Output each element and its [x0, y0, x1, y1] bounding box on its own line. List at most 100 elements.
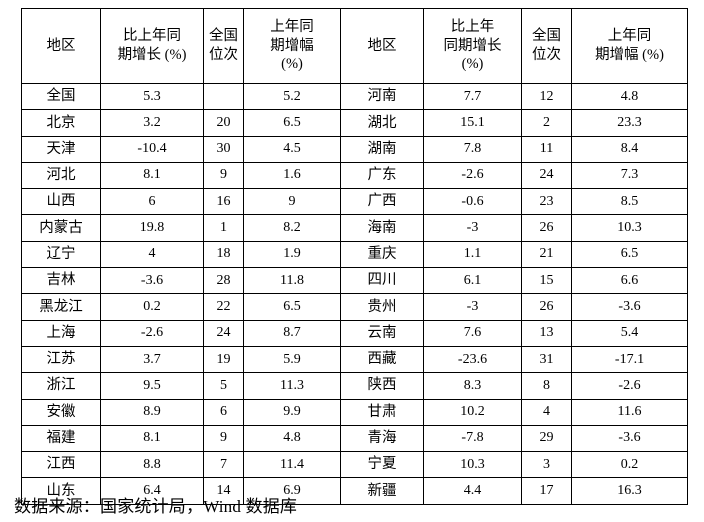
cell-region-left: 浙江	[21, 372, 101, 400]
cell-rank-left	[203, 82, 244, 111]
cell-region-left: 黑龙江	[21, 293, 101, 321]
cell-growth-left: 8.9	[100, 398, 204, 426]
table-row: 福建 8.1 9 4.8 青海 -7.8 29 -3.6	[21, 424, 688, 453]
table-row: 浙江 9.5 5 11.3 陕西 8.3 8 -2.6	[21, 372, 688, 400]
cell-growth-left: -10.4	[100, 135, 204, 163]
cell-growth-right: -3	[423, 293, 522, 321]
cell-region-right: 湖北	[340, 109, 424, 137]
regional-growth-table: 地区 比上年同 期增长 (%) 全国 位次 上年同 期增幅 (%) 地区	[21, 8, 688, 505]
cell-rank-left: 6	[203, 398, 244, 426]
cell-rank-left: 30	[203, 135, 244, 163]
cell-growth-right: 10.3	[423, 451, 522, 479]
cell-region-right: 四川	[340, 267, 424, 295]
header-growth-right-line-3: (%)	[461, 56, 484, 73]
header-growth-right-line-1: 比上年	[450, 18, 495, 35]
cell-growth-right: -3	[423, 214, 522, 242]
cell-region-right: 云南	[340, 319, 424, 347]
table-row: 内蒙古 19.8 1 8.2 海南 -3 26 10.3	[21, 214, 688, 242]
cell-rank-right: 29	[521, 424, 572, 453]
table-row: 山西 6 16 9 广西 -0.6 23 8.5	[21, 188, 688, 216]
cell-prev-right: -3.6	[571, 293, 688, 321]
table-header: 地区 比上年同 期增长 (%) 全国 位次 上年同 期增幅 (%) 地区	[21, 8, 688, 84]
cell-prev-left: 5.2	[243, 82, 341, 111]
cell-rank-right: 15	[521, 267, 572, 295]
cell-rank-left: 19	[203, 345, 244, 374]
cell-region-right: 海南	[340, 214, 424, 242]
cell-prev-left: 8.7	[243, 319, 341, 347]
cell-growth-right: 7.6	[423, 319, 522, 347]
header-rank-left-line-2: 位次	[209, 47, 238, 63]
cell-region-left: 河北	[21, 161, 101, 190]
cell-rank-right: 17	[521, 477, 572, 505]
cell-rank-left: 24	[203, 319, 244, 347]
cell-prev-left: 9.9	[243, 398, 341, 426]
cell-growth-right: 6.1	[423, 267, 522, 295]
header-region-left: 地区	[21, 8, 101, 84]
cell-prev-left: 6.5	[243, 109, 341, 137]
cell-growth-left: 5.3	[100, 82, 204, 111]
cell-prev-right: 7.3	[571, 161, 688, 190]
cell-region-left: 山东	[21, 477, 101, 505]
cell-prev-left: 1.6	[243, 161, 341, 190]
cell-region-right: 陕西	[340, 372, 424, 400]
table-row: 安徽 8.9 6 9.9 甘肃 10.2 4 11.6	[21, 398, 688, 426]
cell-prev-left: 11.3	[243, 372, 341, 400]
cell-prev-right: 4.8	[571, 82, 688, 111]
cell-prev-left: 5.9	[243, 345, 341, 374]
cell-region-left: 吉林	[21, 267, 101, 295]
cell-region-right: 湖南	[340, 135, 424, 163]
header-growth-left-line-2: 期增长 (%)	[117, 47, 187, 63]
cell-rank-left: 22	[203, 293, 244, 321]
cell-rank-left: 7	[203, 451, 244, 479]
cell-rank-right: 3	[521, 451, 572, 479]
cell-region-right: 贵州	[340, 293, 424, 321]
cell-growth-left: 19.8	[100, 214, 204, 242]
cell-region-right: 广东	[340, 161, 424, 190]
cell-rank-right: 8	[521, 372, 572, 400]
header-region-right-line-1: 地区	[367, 37, 397, 54]
header-prev-left-line-1: 上年同	[270, 18, 314, 35]
cell-growth-left: 8.1	[100, 424, 204, 453]
cell-prev-right: 8.5	[571, 188, 688, 216]
header-growth-right-line-2: 同期增长	[443, 37, 502, 54]
table-row: 河北 8.1 9 1.6 广东 -2.6 24 7.3	[21, 161, 688, 190]
header-region-left-line-1: 地区	[46, 37, 76, 54]
cell-prev-right: -3.6	[571, 424, 688, 453]
cell-growth-right: 4.4	[423, 477, 522, 505]
cell-growth-left: 0.2	[100, 293, 204, 321]
cell-growth-left: 4	[100, 240, 204, 269]
cell-region-left: 福建	[21, 424, 101, 453]
cell-prev-right: 23.3	[571, 109, 688, 137]
cell-rank-left: 5	[203, 372, 244, 400]
cell-prev-left: 11.4	[243, 451, 341, 479]
cell-growth-left: -3.6	[100, 267, 204, 295]
table-row: 全国 5.3 5.2 河南 7.7 12 4.8	[21, 82, 688, 111]
cell-rank-left: 9	[203, 161, 244, 190]
header-prev-left-line-3: (%)	[281, 56, 303, 73]
cell-rank-left: 16	[203, 188, 244, 216]
cell-prev-right: 8.4	[571, 135, 688, 163]
cell-prev-right: -17.1	[571, 345, 688, 374]
cell-region-left: 江苏	[21, 345, 101, 374]
cell-rank-right: 26	[521, 293, 572, 321]
table-row: 吉林 -3.6 28 11.8 四川 6.1 15 6.6	[21, 267, 688, 295]
cell-growth-right: 1.1	[423, 240, 522, 269]
header-rank-left-line-1: 全国	[209, 28, 238, 45]
cell-prev-right: 6.5	[571, 240, 688, 269]
cell-prev-right: 5.4	[571, 319, 688, 347]
cell-region-left: 安徽	[21, 398, 101, 426]
cell-growth-left: -2.6	[100, 319, 204, 347]
header-prev-right: 上年同 期增幅 (%)	[571, 8, 688, 84]
cell-rank-left: 9	[203, 424, 244, 453]
header-growth-right: 比上年 同期增长 (%)	[423, 8, 522, 84]
cell-region-left: 北京	[21, 109, 101, 137]
cell-region-right: 河南	[340, 82, 424, 111]
cell-region-right: 广西	[340, 188, 424, 216]
cell-prev-left: 4.8	[243, 424, 341, 453]
cell-region-left: 山西	[21, 188, 101, 216]
cell-region-right: 宁夏	[340, 451, 424, 479]
cell-growth-right: -2.6	[423, 161, 522, 190]
header-prev-right-line-1: 上年同	[607, 28, 652, 45]
header-rank-left: 全国 位次	[203, 8, 244, 84]
cell-prev-right: 0.2	[571, 451, 688, 479]
